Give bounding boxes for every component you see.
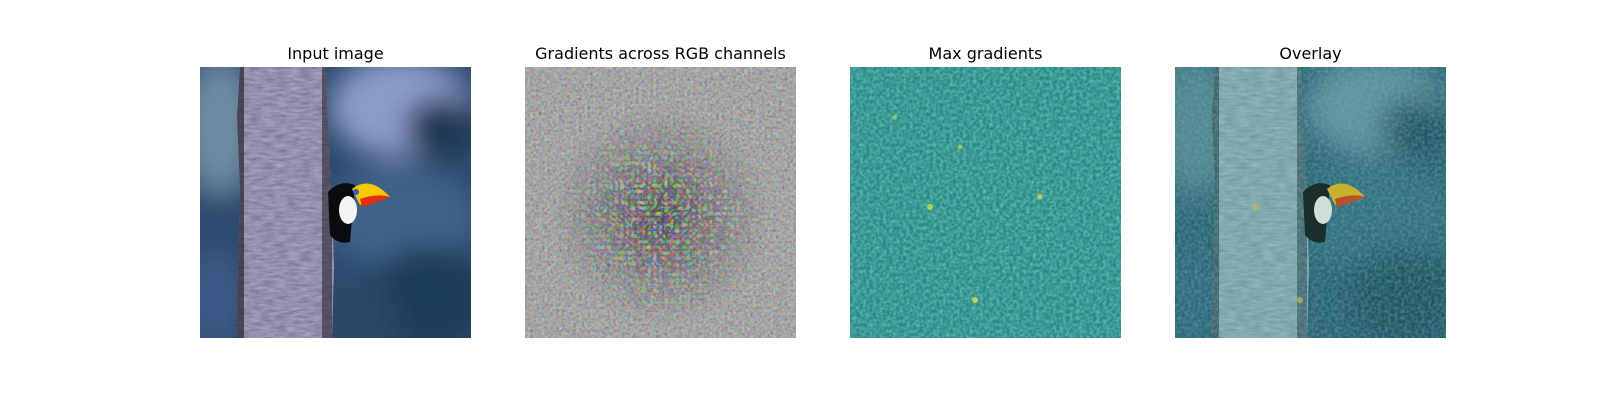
panel-title: Overlay	[1279, 44, 1342, 63]
panel-max-gradients: Max gradients	[850, 0, 1121, 400]
panel-title: Input image	[287, 44, 384, 63]
panel-title: Gradients across RGB channels	[535, 44, 786, 63]
panel-rgb-gradients: Gradients across RGB channels	[525, 0, 796, 400]
panel-input-image: Input image	[200, 0, 471, 400]
panel-overlay: Overlay	[1175, 0, 1446, 400]
panel-title: Max gradients	[928, 44, 1043, 63]
rgb-gradients-image	[525, 67, 796, 338]
input-image	[200, 67, 471, 338]
max-gradients-image	[850, 67, 1121, 338]
overlay-image	[1175, 67, 1446, 338]
